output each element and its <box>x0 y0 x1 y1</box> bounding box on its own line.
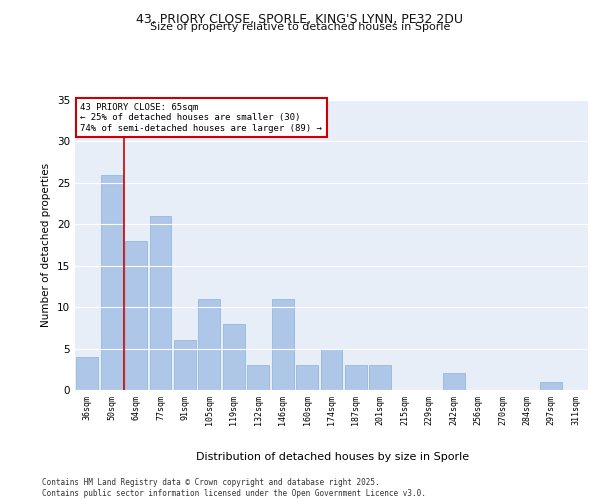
Bar <box>370 365 391 390</box>
Bar <box>345 365 367 390</box>
Bar <box>199 299 220 390</box>
Text: Contains HM Land Registry data © Crown copyright and database right 2025.
Contai: Contains HM Land Registry data © Crown c… <box>42 478 426 498</box>
Y-axis label: Number of detached properties: Number of detached properties <box>41 163 52 327</box>
Bar <box>174 340 196 390</box>
Bar <box>541 382 562 390</box>
Bar <box>223 324 245 390</box>
Text: Distribution of detached houses by size in Sporle: Distribution of detached houses by size … <box>196 452 470 462</box>
Bar <box>443 374 464 390</box>
Text: 43 PRIORY CLOSE: 65sqm
← 25% of detached houses are smaller (30)
74% of semi-det: 43 PRIORY CLOSE: 65sqm ← 25% of detached… <box>80 103 322 132</box>
Bar <box>76 357 98 390</box>
Bar <box>247 365 269 390</box>
Bar <box>101 174 122 390</box>
Bar <box>296 365 318 390</box>
Bar <box>125 241 147 390</box>
Text: Size of property relative to detached houses in Sporle: Size of property relative to detached ho… <box>150 22 450 32</box>
Bar <box>320 348 343 390</box>
Text: 43, PRIORY CLOSE, SPORLE, KING'S LYNN, PE32 2DU: 43, PRIORY CLOSE, SPORLE, KING'S LYNN, P… <box>137 12 464 26</box>
Bar <box>149 216 172 390</box>
Bar <box>272 299 293 390</box>
